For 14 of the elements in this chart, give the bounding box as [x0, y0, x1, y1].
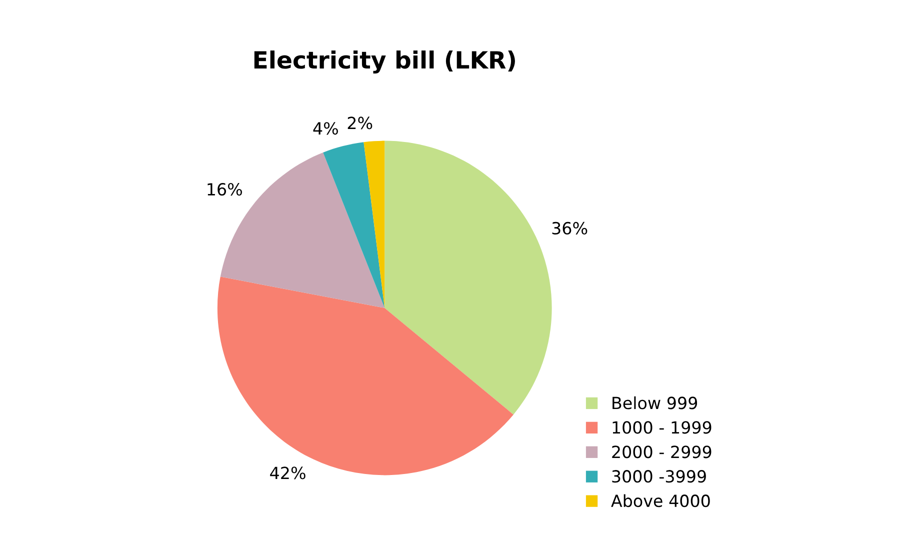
data-label: 16% [208, 182, 242, 196]
legend-label: 2000 - 2999 [612, 446, 712, 458]
legend-label: 3000 -3999 [612, 470, 706, 483]
data-label: 36% [552, 222, 588, 235]
legend-label: 1000 - 1999 [612, 421, 712, 434]
data-label: 4% [313, 122, 338, 135]
data-label: 2% [348, 116, 372, 130]
pie-slice [364, 140, 385, 308]
pie-slice [323, 142, 385, 308]
data-label: 42% [270, 466, 306, 480]
pie-slice [384, 140, 552, 415]
legend-label: Above 4000 [611, 494, 710, 508]
chart-title: Electricity bill (LKR) [254, 50, 515, 74]
legend-label: Below 999 [612, 396, 698, 410]
